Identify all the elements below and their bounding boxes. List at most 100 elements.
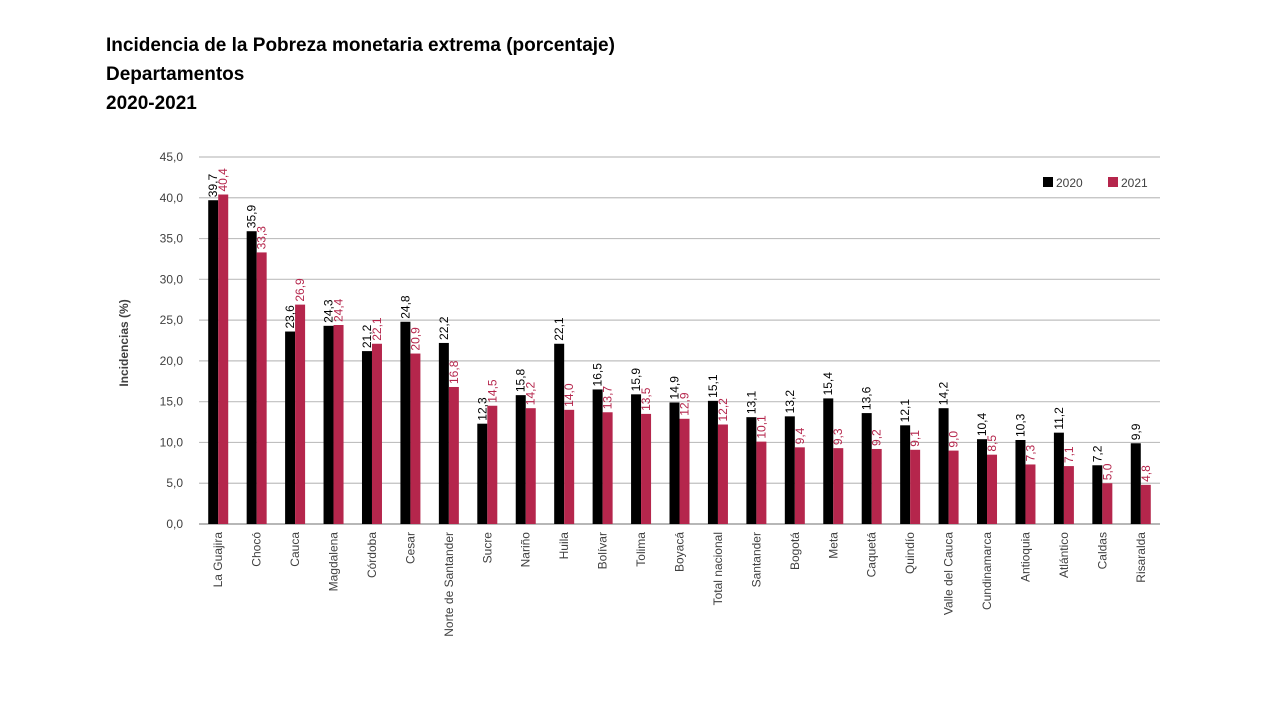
data-labels: 39,740,435,933,323,626,924,324,421,222,1…	[206, 168, 1153, 482]
data-label-2021: 5,0	[1100, 463, 1114, 480]
bar-2020	[900, 425, 911, 524]
data-label-2020: 11,2	[1052, 407, 1066, 430]
bar-2020	[438, 342, 449, 524]
bar-2020	[861, 413, 872, 524]
bar-2020	[592, 389, 603, 524]
y-axis-ticks: 0,0 5,0 10,0 15,0 20,0 25,0 30,0 35,0 40,0 45,0	[160, 150, 184, 531]
y-tick-label: 0,0	[166, 517, 183, 531]
data-label-2020: 15,8	[514, 368, 528, 392]
y-tick-label: 15,0	[160, 395, 184, 409]
bar-2021	[564, 409, 575, 524]
category-label: Chocó	[250, 532, 264, 567]
data-label-2021: 9,0	[947, 431, 961, 448]
data-label-2021: 13,7	[601, 386, 615, 410]
bar-2021	[1063, 466, 1074, 524]
y-tick-label: 35,0	[160, 232, 184, 246]
bar-2020	[208, 200, 219, 525]
data-label-2021: 9,4	[793, 427, 807, 444]
data-label-2021: 9,2	[870, 429, 884, 446]
category-label: Cundinamarca	[980, 532, 994, 610]
bar-2021	[987, 454, 998, 524]
category-label: Cauca	[288, 532, 302, 567]
bar-2021	[910, 449, 921, 524]
data-label-2020: 24,3	[322, 299, 336, 323]
bar-2020	[938, 408, 949, 524]
bar-2021	[218, 194, 229, 524]
y-tick-label: 20,0	[160, 354, 184, 368]
category-label: Bolívar	[596, 532, 610, 569]
bar-2020	[1130, 443, 1141, 524]
data-label-2021: 14,5	[485, 379, 499, 403]
data-label-2020: 13,2	[783, 390, 797, 414]
category-label: Huila	[557, 532, 571, 560]
y-tick-label: 10,0	[160, 435, 184, 449]
category-label: Meta	[826, 532, 840, 559]
y-tick-label: 5,0	[166, 476, 183, 490]
chart-period: 2020-2021	[106, 93, 197, 114]
data-label-2020: 15,1	[706, 374, 720, 398]
data-label-2020: 15,9	[629, 368, 643, 392]
category-label: Cesar	[403, 532, 417, 564]
category-label: Santander	[749, 532, 763, 587]
data-label-2021: 9,3	[831, 428, 845, 445]
data-label-2020: 10,3	[1013, 413, 1027, 437]
bar-2020	[823, 398, 834, 524]
bar-2021	[487, 405, 498, 524]
bar-2020	[323, 325, 334, 524]
data-label-2021: 7,3	[1023, 444, 1037, 461]
bar-2020	[669, 402, 680, 524]
bar-2020	[515, 395, 526, 524]
data-label-2021: 8,5	[985, 435, 999, 452]
bar-2021	[717, 424, 728, 524]
data-label-2021: 16,8	[447, 360, 461, 384]
bar-2021	[756, 441, 767, 524]
data-label-2020: 14,2	[937, 382, 951, 406]
data-label-2021: 4,8	[1139, 465, 1153, 482]
legend-swatch-2021	[1108, 177, 1118, 187]
data-label-2020: 22,1	[552, 317, 566, 341]
chart-title: Incidencia de la Pobreza monetaria extre…	[106, 35, 615, 56]
data-label-2021: 12,2	[716, 398, 730, 422]
data-label-2021: 12,9	[678, 392, 692, 416]
bar-2021	[602, 412, 613, 524]
data-label-2021: 9,1	[908, 430, 922, 447]
category-label: Córdoba	[365, 532, 379, 578]
chart-subtitle: Departamentos	[106, 64, 245, 85]
data-label-2020: 22,2	[437, 316, 451, 340]
data-label-2020: 13,1	[744, 390, 758, 414]
category-label: Quindío	[903, 532, 917, 574]
bar-2021	[333, 325, 344, 524]
category-label: Atlántico	[1057, 532, 1071, 578]
data-label-2021: 7,1	[1062, 446, 1076, 463]
legend-label-2021: 2021	[1121, 176, 1148, 190]
category-label: Antioquia	[1018, 532, 1032, 582]
bar-2020	[400, 321, 411, 524]
bars	[208, 194, 1151, 525]
category-label: Boyacá	[673, 532, 687, 572]
bar-2021	[794, 447, 805, 524]
category-label: Risaralda	[1134, 532, 1148, 583]
data-label-2020: 16,5	[591, 363, 605, 387]
bar-2020	[285, 331, 296, 524]
bar-2020	[361, 351, 372, 524]
category-label: Sucre	[480, 532, 494, 564]
data-label-2020: 12,3	[475, 397, 489, 421]
data-label-2021: 20,9	[408, 327, 422, 351]
bar-2021	[948, 450, 959, 524]
category-label: Nariño	[519, 532, 533, 568]
data-label-2020: 9,9	[1129, 423, 1143, 440]
bar-2021	[1102, 483, 1113, 524]
data-label-2020: 13,6	[860, 386, 874, 410]
y-tick-label: 40,0	[160, 191, 184, 205]
data-label-2020: 7,2	[1090, 445, 1104, 462]
y-tick-label: 45,0	[160, 150, 184, 164]
bar-2020	[631, 394, 642, 524]
bar-2020	[1015, 439, 1026, 524]
data-label-2021: 14,2	[524, 382, 538, 406]
data-label-2020: 35,9	[245, 205, 259, 229]
bar-2021	[1140, 484, 1151, 524]
category-label: Tolima	[634, 532, 648, 567]
data-label-2020: 15,4	[821, 372, 835, 396]
category-label: Total nacional	[711, 532, 725, 605]
